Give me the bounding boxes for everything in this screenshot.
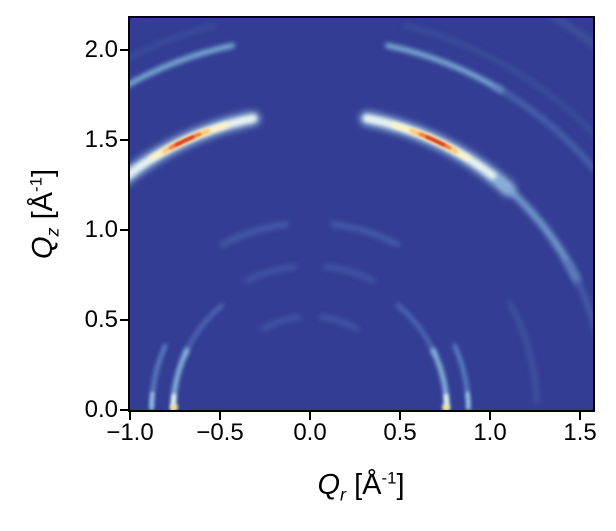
y-axis-tick (120, 409, 128, 411)
x-axis-tick-label: −1.0 (106, 419, 154, 446)
diffraction-arc (130, 43, 235, 87)
diffraction-arc (425, 135, 446, 147)
x-axis-tick-label: 1.0 (473, 419, 507, 446)
x-axis-tick-label: −0.5 (196, 419, 244, 446)
y-axis-tick (120, 49, 128, 52)
diffraction-arc (130, 23, 217, 60)
diffraction-arc (508, 301, 539, 405)
diffraction-arc (550, 18, 593, 48)
diffraction-arc (385, 43, 505, 94)
pattern-background (130, 18, 593, 410)
intensity-spot (441, 404, 450, 410)
diffraction-arc (219, 221, 290, 248)
y-axis-unit-exponent: -1 (26, 177, 46, 192)
x-axis-unit-close: ] (396, 468, 405, 501)
x-axis-unit-exponent: -1 (381, 468, 397, 488)
x-axis-tick (579, 412, 582, 420)
diffraction-arc (494, 85, 593, 172)
y-axis-tick-label: 0.5 (84, 306, 118, 333)
x-axis-tick (399, 412, 402, 420)
x-axis-label: Qr [Å-1] (317, 468, 404, 505)
y-axis-tick (120, 229, 128, 232)
x-axis-tick-label: 0.0 (293, 419, 327, 446)
diffraction-arc (564, 259, 593, 329)
y-axis-tick-label: 1.5 (84, 126, 118, 154)
x-axis-tick (309, 412, 311, 420)
diffraction-arc (244, 264, 298, 284)
diffraction-arc (403, 23, 593, 136)
diffraction-arc (318, 314, 360, 332)
x-axis-tick (489, 412, 492, 420)
diffraction-arc (465, 391, 471, 410)
diffraction-arc (149, 391, 155, 410)
x-axis-tick-label: 0.5 (383, 419, 417, 446)
x-axis-unit-open: [Å (346, 468, 382, 501)
diffraction-arc (322, 264, 376, 284)
y-axis-tick-label: 1.0 (84, 216, 118, 244)
y-axis-unit-close: ] (26, 168, 59, 178)
y-axis-tick-label: 2.0 (84, 36, 118, 64)
y-axis-tick (120, 319, 128, 321)
y-axis-tick (120, 139, 128, 142)
diffraction-arc (174, 135, 195, 147)
x-axis-tick-label: 1.5 (563, 419, 597, 446)
diffraction-arc (330, 221, 401, 248)
diffraction-arc (260, 314, 302, 332)
scattering-pattern-canvas (130, 18, 593, 410)
x-axis-tick (219, 412, 221, 420)
y-axis-tick-label: 0.0 (84, 396, 118, 423)
x-axis-tick (129, 412, 131, 420)
y-axis-label: Qz [Å-1] (26, 169, 63, 259)
intensity-spot (170, 404, 179, 410)
x-axis-symbol: Q (317, 468, 341, 501)
x-axis-subscript: r (340, 484, 347, 505)
